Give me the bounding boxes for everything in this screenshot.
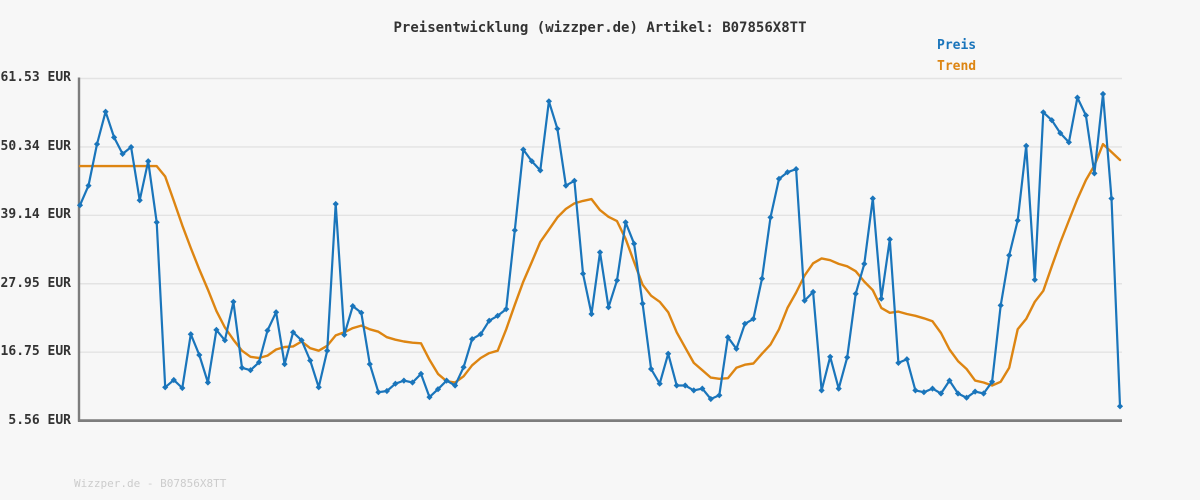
y-axis-tick-label: 39.14 EUR <box>0 207 71 222</box>
y-axis-tick-label: 5.56 EUR <box>8 413 71 428</box>
trend-line <box>78 142 1122 387</box>
watermark: Wizzper.de - B07856X8TT <box>74 477 227 490</box>
legend-item-preis: Preis <box>937 38 977 53</box>
y-axis-tick-label: 50.34 EUR <box>0 139 71 154</box>
y-axis-tick-label: 16.75 EUR <box>0 344 71 359</box>
legend-item-trend: Trend <box>937 59 977 74</box>
preis-markers <box>76 90 1124 410</box>
y-axis-tick-label: 27.95 EUR <box>0 276 71 291</box>
chart-title: Preisentwicklung (wizzper.de) Artikel: B… <box>393 20 807 36</box>
y-axis-tick-label: 61.53 EUR <box>0 70 71 85</box>
chart-legend: Preis Trend <box>937 39 976 81</box>
